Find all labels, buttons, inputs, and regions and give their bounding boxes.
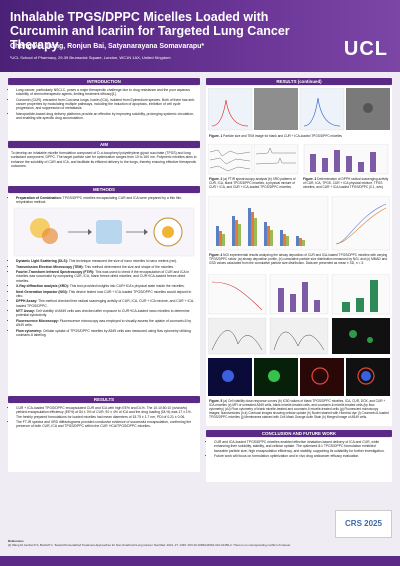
header bbox=[0, 0, 400, 72]
figure-caption: Figure. 2 (a) FTIR spectroscopy analysis… bbox=[209, 177, 297, 189]
bullet-term: Transmission Electron Microscopy (TEM): bbox=[16, 264, 84, 269]
section-heading: AIM bbox=[8, 141, 200, 148]
bullet-term: Dynamic Light Scattering (DLS): bbox=[16, 259, 68, 264]
bullet: Fourier-Transform Infrared Spectroscopy … bbox=[16, 270, 198, 283]
figure-label: Figure. 1 bbox=[209, 134, 223, 138]
figures-panel: Figure. 1 Particle size and TEM image fo… bbox=[206, 86, 392, 426]
figure-text: (a) Cell viability dose-response curves … bbox=[209, 399, 389, 419]
bullet-text: This was used to check if the encapsulat… bbox=[16, 270, 190, 283]
bullet: CUR + ICA-loaded TPGS/DPPC encapsulated … bbox=[16, 406, 198, 419]
figure-2-3-plots bbox=[208, 144, 389, 175]
results: CUR + ICA-loaded TPGS/DPPC encapsulated … bbox=[8, 404, 200, 472]
bullet-text: Fluorescence microscopy was employed to … bbox=[16, 318, 192, 328]
section-heading: RESULTS (continued) bbox=[206, 78, 392, 85]
bullet-list: CUR and ICA-loaded TPGS/DPPC micelles en… bbox=[208, 440, 390, 458]
figure-caption: Figure. 3 Determination of DPPH radical … bbox=[303, 177, 389, 189]
bullet-text: This technique measured the size of nano… bbox=[68, 259, 178, 264]
figure-label: Figure. 2 bbox=[209, 177, 223, 181]
figure-label: Figure. 4 bbox=[209, 253, 223, 257]
bullet-term: DPPH Assay: bbox=[16, 299, 38, 304]
section-heading: METHODS bbox=[8, 186, 200, 193]
aim-text: To develop an inhalable micelle formulat… bbox=[8, 149, 200, 186]
figure-caption: Figure. 4 NGI experimental results analy… bbox=[209, 253, 389, 265]
introduction: Lung cancer, particularly NSCLC, poses a… bbox=[8, 86, 200, 140]
bullet-text: This method determined the size and shap… bbox=[83, 264, 175, 269]
bullet-term: Fourier-Transform Infrared Spectroscopy … bbox=[16, 270, 95, 275]
bullet-term: Flow cytometry: bbox=[16, 328, 42, 333]
bullet: Flow cytometry: Cellular uptake of TPGS/… bbox=[16, 329, 198, 338]
bullet: Transmission Electron Microscopy (TEM): … bbox=[16, 265, 198, 269]
bullet: DPPH Assay: This method checked free rad… bbox=[16, 299, 198, 308]
poster-title: Inhalable TPGS/DPPC Micelles Loaded with… bbox=[10, 10, 290, 52]
footer-band bbox=[0, 556, 400, 566]
figure-caption: Figure. 5 (a) Cell viability dose-respon… bbox=[209, 399, 389, 419]
figure-text: (a) FTIR spectroscopy analysis (b) XRD p… bbox=[209, 177, 296, 189]
bullet-text: TPGS/DPPC micelles encapsulating CUR and… bbox=[16, 196, 182, 205]
bullet-term: Fluorescence Microscopy: bbox=[16, 318, 59, 323]
bullet-list: CUR + ICA-loaded TPGS/DPPC encapsulated … bbox=[10, 406, 198, 429]
figure-label: Figure. 3 bbox=[303, 177, 317, 181]
bullet: Next Generation Impactor (NGI): This dev… bbox=[16, 290, 198, 299]
figure-text: Particle size and TEM image for blank an… bbox=[222, 134, 343, 138]
authors: Chengwei Jiang, Ronjun Bai, Satyanarayan… bbox=[10, 43, 205, 50]
ucl-logo: UCL bbox=[343, 38, 388, 60]
bullet: Preparation of Combination: TPGS/DPPC mi… bbox=[16, 196, 198, 205]
bullet-list: Dynamic Light Scattering (DLS): This tec… bbox=[10, 259, 198, 337]
bullet-text: This method checked free radical scaveng… bbox=[16, 299, 195, 308]
figure-text: NGI experimental results analyzing the a… bbox=[209, 253, 388, 265]
method-diagram bbox=[13, 207, 195, 256]
crs-logo: CRS 2025 bbox=[335, 510, 392, 538]
bullet: Fluorescence Microscopy: Fluorescence mi… bbox=[16, 319, 198, 328]
references-heading: References bbox=[8, 539, 24, 543]
bullet: Curcumin (CUR), extracted from Curcuma l… bbox=[16, 98, 198, 111]
bullet: The FT-IR spectra and XRD diffractograms… bbox=[16, 420, 198, 429]
bullet: Lung cancer, particularly NSCLC, poses a… bbox=[16, 88, 198, 97]
bullet: CUR and ICA-loaded TPGS/DPPC micelles en… bbox=[214, 440, 390, 453]
bullet-list: Lung cancer, particularly NSCLC, poses a… bbox=[10, 88, 198, 120]
bullet: Dynamic Light Scattering (DLS): This tec… bbox=[16, 259, 198, 263]
reference-text: [1] Wang M, Herbst R S, Boshoff C. Towar… bbox=[8, 542, 291, 547]
figure-5-images bbox=[208, 274, 390, 396]
figure-1-images bbox=[208, 88, 390, 131]
bullet-text: Cellular uptake of TPGS/DPPC micelles by… bbox=[16, 328, 191, 338]
section-heading: CONCLUSION AND FUTURE WORK bbox=[206, 430, 392, 437]
bullet-term: Next Generation Impactor (NGI): bbox=[16, 289, 68, 294]
figure-label: Figure. 5 bbox=[209, 399, 223, 403]
bullet-term: X-Ray diffraction analysis (XRD): bbox=[16, 284, 69, 289]
bullet-term: MTT Assay: bbox=[16, 309, 35, 314]
references: References [1] Wang M, Herbst R S, Bosho… bbox=[8, 539, 308, 547]
bullet: X-Ray diffraction analysis (XRD): This t… bbox=[16, 284, 198, 288]
section-heading: RESULTS bbox=[8, 396, 200, 403]
bullet-list: Preparation of Combination: TPGS/DPPC mi… bbox=[10, 196, 198, 205]
bullet-text: This device tested how CUR + ICA-loaded … bbox=[16, 289, 192, 298]
bullet-term: Preparation of Combination: bbox=[16, 196, 62, 200]
affiliation: ¹UCL School of Pharmacy, 29-39 Brunswick… bbox=[10, 55, 171, 60]
bullet: Future work will focus on formulation op… bbox=[214, 454, 390, 458]
conclusion: CUR and ICA-loaded TPGS/DPPC micelles en… bbox=[206, 438, 392, 482]
bullet-text: Cell viability of A549 cells was checked… bbox=[16, 309, 190, 318]
section-heading: INTRODUCTION bbox=[8, 78, 200, 85]
bullet-text: This test provided insights into CUR+ICA… bbox=[68, 284, 185, 289]
figure-caption: Figure. 1 Particle size and TEM image fo… bbox=[209, 134, 389, 138]
bullet: Nanoparticle-based drug delivery platfor… bbox=[16, 112, 198, 121]
figure-text: Determination of DPPH radical scavenging… bbox=[303, 177, 389, 189]
methods: Preparation of Combination: TPGS/DPPC mi… bbox=[8, 194, 200, 396]
figure-4-plots bbox=[208, 196, 390, 251]
bullet: MTT Assay: Cell viability of A549 cells … bbox=[16, 309, 198, 318]
